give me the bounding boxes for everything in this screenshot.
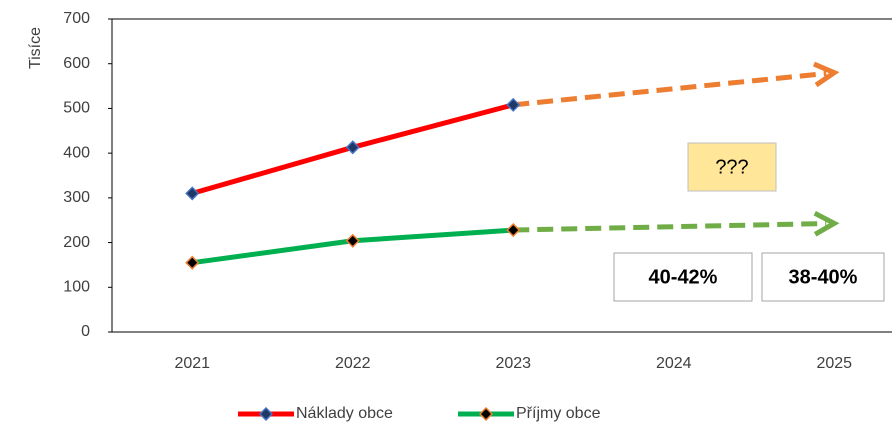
point-marker <box>345 140 360 155</box>
projection-line <box>513 70 827 108</box>
projection-line <box>513 221 827 233</box>
x-tick-label: 2022 <box>335 355 371 372</box>
plot-area <box>111 18 892 333</box>
legend-marker <box>258 406 274 422</box>
point-marker <box>185 255 200 270</box>
legend-label: Náklady obce <box>296 405 393 422</box>
x-tick-label: 2021 <box>174 355 210 372</box>
annotation-box <box>613 252 753 302</box>
y-tick-label: 200 <box>63 234 90 251</box>
projection-arrowhead <box>813 61 840 88</box>
point-marker <box>506 97 521 112</box>
y-tick-label: 400 <box>63 144 90 161</box>
y-tick-label: 300 <box>63 189 90 206</box>
x-tick-label: 2023 <box>495 355 531 372</box>
annotation-text: 38-40% <box>789 266 858 288</box>
x-tick-label: 2024 <box>656 355 692 372</box>
annotation-text: ??? <box>715 156 748 178</box>
legend-marker <box>478 406 494 422</box>
y-tick-label: 700 <box>63 10 90 27</box>
point-marker <box>345 233 360 248</box>
point-marker <box>506 222 521 238</box>
point-marker <box>185 186 200 201</box>
annotation-box <box>687 142 777 192</box>
y-tick-label: 600 <box>63 55 90 72</box>
y-tick-label: 500 <box>63 100 90 117</box>
projection-arrowhead <box>813 210 840 237</box>
legend-label: Příjmy obce <box>516 405 601 422</box>
annotation-box <box>761 252 885 302</box>
annotation-text: 40-42% <box>649 266 718 288</box>
y-tick-label: 100 <box>63 279 90 296</box>
x-tick-label: 2025 <box>816 355 852 372</box>
y-axis-label: Tisíce <box>27 27 44 69</box>
y-tick-label: 0 <box>81 323 90 340</box>
